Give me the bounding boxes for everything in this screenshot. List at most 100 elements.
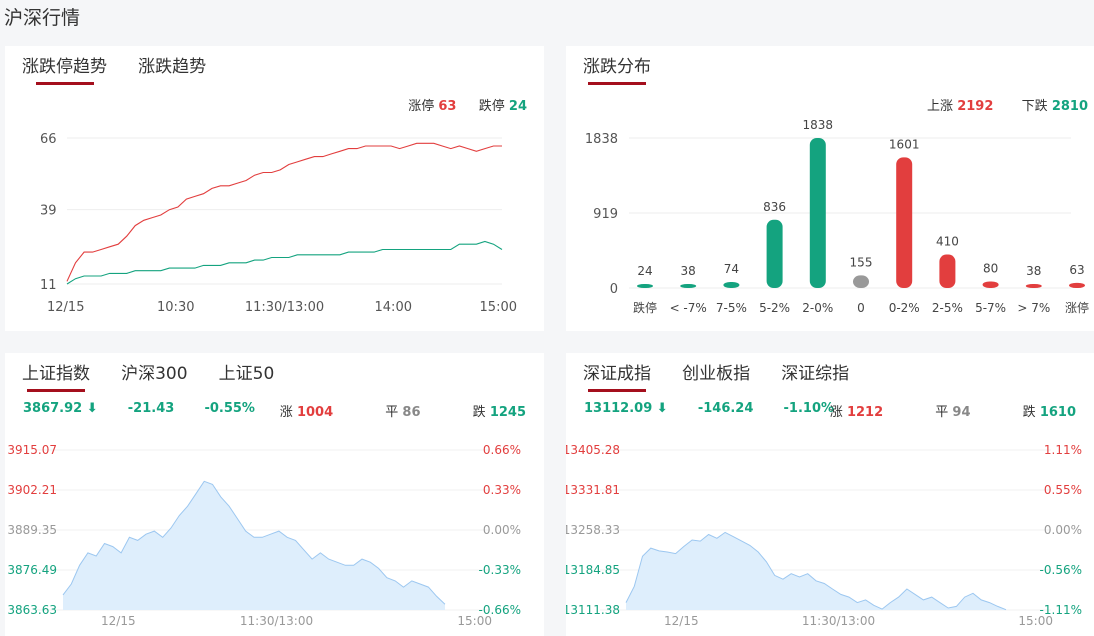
x-tick-label: 15:00 [457,614,492,628]
limit-legend: 涨停 63 跌停 24 [408,95,527,114]
x-tick-label: 11:30/13:00 [802,614,875,628]
limit-down-label: 跌停 [478,99,505,114]
bar [809,138,826,288]
updown-dist-chart: 1838 919 0 24 跌停 38 < -7% 74 7-5% 836 5-2% 1838 2-0%… [585,118,1089,315]
y-tick-label-left: 13331.81 [566,483,620,497]
sh-intraday-chart: 3915.07 0.66% 3902.21 0.33% 3889.35 0.00% 3876… [7,443,521,628]
y-tick-label-right: 0.55% [1044,483,1082,497]
sz-change: -146.24 [697,401,754,416]
price-line [62,480,446,605]
sz-index-card: 深证成指 创业板指 深证综指 13112.09 ⬇ -146.24 -1.10%… [566,353,1094,636]
y-tick-label: 919 [593,207,618,222]
bar [680,284,697,288]
sh-price: 3867.92 ⬇ [23,401,98,416]
bar [939,254,956,288]
tab-sz-composite[interactable]: 深证综指 [781,364,850,384]
bar [723,281,740,288]
category-label: 2-5% [932,301,963,315]
tab-limit-trend[interactable]: 涨跌停趋势 [22,57,107,85]
sz-price: 13112.09 ⬇ [584,401,668,416]
x-tick-label: 15:00 [1018,614,1053,628]
category-label: 涨停 [1065,300,1089,315]
bar-value-label: 410 [936,235,959,249]
y-tick-label-right: -0.66% [479,603,521,617]
category-label: > 7% [1017,301,1050,315]
tab-sz-component[interactable]: 深证成指 [583,364,651,392]
limit-up-value: 63 [438,99,457,114]
tab-sse50[interactable]: 上证50 [218,364,275,384]
limit-up-label: 涨停 [408,99,435,114]
y-tick-label-right: 0.33% [483,483,521,497]
price-area-fill [63,481,445,610]
dist-tabs: 涨跌分布 [583,56,677,85]
category-label: 5-7% [975,301,1006,315]
x-tick-label: 11:30/13:00 [245,300,324,315]
tab-sh-composite[interactable]: 上证指数 [22,364,90,392]
price-line [625,531,1007,611]
y-tick-label-right: -0.56% [1040,563,1082,577]
x-tick-label: 10:30 [157,300,194,315]
y-tick-label: 1838 [585,132,618,147]
x-tick-label: 14:00 [375,300,412,315]
x-tick-label: 12/15 [47,300,84,315]
sh-down-stat: 跌 1245 [472,405,526,420]
category-label: 跌停 [633,300,657,315]
bar [853,275,869,288]
tab-csi300[interactable]: 沪深300 [121,364,188,384]
sz-flat-stat: 平 94 [935,405,971,420]
y-tick-label-left: 13184.85 [566,563,620,577]
tab-updown-dist[interactable]: 涨跌分布 [583,57,651,85]
limit-down-value: 24 [508,99,527,114]
limit-down-series-line [66,240,503,285]
limit-trend-tabs: 涨跌停趋势 涨跌趋势 [22,56,232,85]
category-label: 0 [857,301,865,315]
sz-down-stat: 跌 1610 [1022,405,1076,420]
sh-index-tabs: 上证指数 沪深300 上证50 [22,363,300,392]
y-tick-label-left: 3889.35 [7,523,57,537]
y-tick-label-left: 3876.49 [7,563,57,577]
dist-down-label: 下跌 [1021,99,1048,114]
sz-up-stat: 涨 1212 [829,405,884,420]
category-label: 5-2% [759,301,790,315]
bar [637,284,653,288]
bar [766,219,783,288]
y-tick-label: 11 [40,278,57,293]
y-tick-label-left: 13111.38 [566,603,620,617]
bar [1025,284,1042,288]
tab-chinext[interactable]: 创业板指 [682,364,751,384]
y-tick-label-right: -1.11% [1040,603,1082,617]
tab-updown-trend[interactable]: 涨跌趋势 [138,57,207,77]
y-tick-label-left: 13258.33 [566,523,620,537]
y-tick-label-right: 0.00% [483,523,521,537]
limit-trend-chart: 66 39 11 12/15 10:30 11:30/13:00 14:00 15:00 [40,132,517,315]
dist-up-label: 上涨 [927,99,954,114]
sh-up-stat: 涨 1004 [279,405,334,420]
sh-pct: -0.55% [204,401,255,416]
sz-intraday-chart: 13405.28 1.11% 13331.81 0.55% 13258.33 0.00% 1… [566,443,1082,628]
x-tick-label: 15:00 [480,300,517,315]
y-tick-label: 0 [610,282,618,297]
y-tick-label-right: -0.33% [479,563,521,577]
dist-legend: 上涨 2192 下跌 2810 [927,95,1088,114]
sz-pct: -1.10% [783,401,835,416]
y-tick-label-right: 0.66% [483,443,521,457]
bar-value-label: 1601 [889,137,920,151]
bar [896,157,913,288]
x-tick-label: 11:30/13:00 [240,614,313,628]
bar-value-label: 24 [637,264,652,278]
bar [1069,282,1085,288]
limit-up-series-line [66,142,502,282]
sh-index-card: 上证指数 沪深300 上证50 3867.92 ⬇ -21.43 -0.55% … [5,353,544,636]
bar-value-label: 155 [850,255,873,269]
dist-up-value: 2192 [957,99,994,114]
x-tick-label: 12/15 [664,614,699,628]
sz-stats: 13112.09 ⬇ -146.24 -1.10% 涨 1212 平 94 跌 … [584,401,1076,421]
sz-index-tabs: 深证成指 创业板指 深证综指 [583,363,875,392]
bar-value-label: 38 [1026,264,1041,278]
dist-down-value: 2810 [1051,99,1088,114]
category-label: 0-2% [889,301,920,315]
x-tick-label: 12/15 [101,614,136,628]
page-title: 沪深行情 [4,7,81,29]
updown-dist-card: 涨跌分布 上涨 2192 下跌 2810 1838 919 0 24 跌停 38 < -7%… [566,46,1094,331]
y-tick-label: 39 [40,204,57,219]
